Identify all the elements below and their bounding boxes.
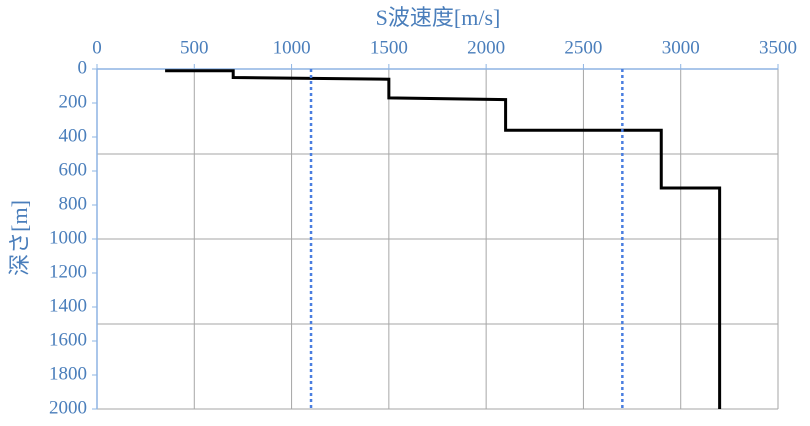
y-tick-label: 2000 (49, 397, 87, 418)
y-tick-label: 1600 (49, 329, 87, 350)
y-tick-label: 1400 (49, 295, 87, 316)
x-tick-label: 2000 (467, 37, 505, 58)
x-tick-label: 1000 (273, 37, 311, 58)
y-tick-label: 400 (59, 125, 88, 146)
x-tick-label: 0 (92, 37, 102, 58)
profile-line (165, 69, 722, 409)
x-tick-label: 2500 (564, 37, 602, 58)
y-tick-label: 1800 (49, 363, 87, 384)
y-tick-label: 200 (59, 91, 88, 112)
x-tick-label: 3000 (662, 37, 700, 58)
y-tick-label: 1000 (49, 227, 87, 248)
y-tick-label: 0 (78, 57, 88, 78)
x-axis-title: S波速度[m/s] (376, 5, 501, 30)
y-tick-label: 600 (59, 159, 88, 180)
x-tick-label: 1500 (370, 37, 408, 58)
x-tick-label: 3500 (759, 37, 797, 58)
y-tick-label: 800 (59, 193, 88, 214)
y-axis-title: 深さ[m] (7, 200, 32, 276)
x-tick-label: 500 (180, 37, 209, 58)
y-tick-label: 1200 (49, 261, 87, 282)
